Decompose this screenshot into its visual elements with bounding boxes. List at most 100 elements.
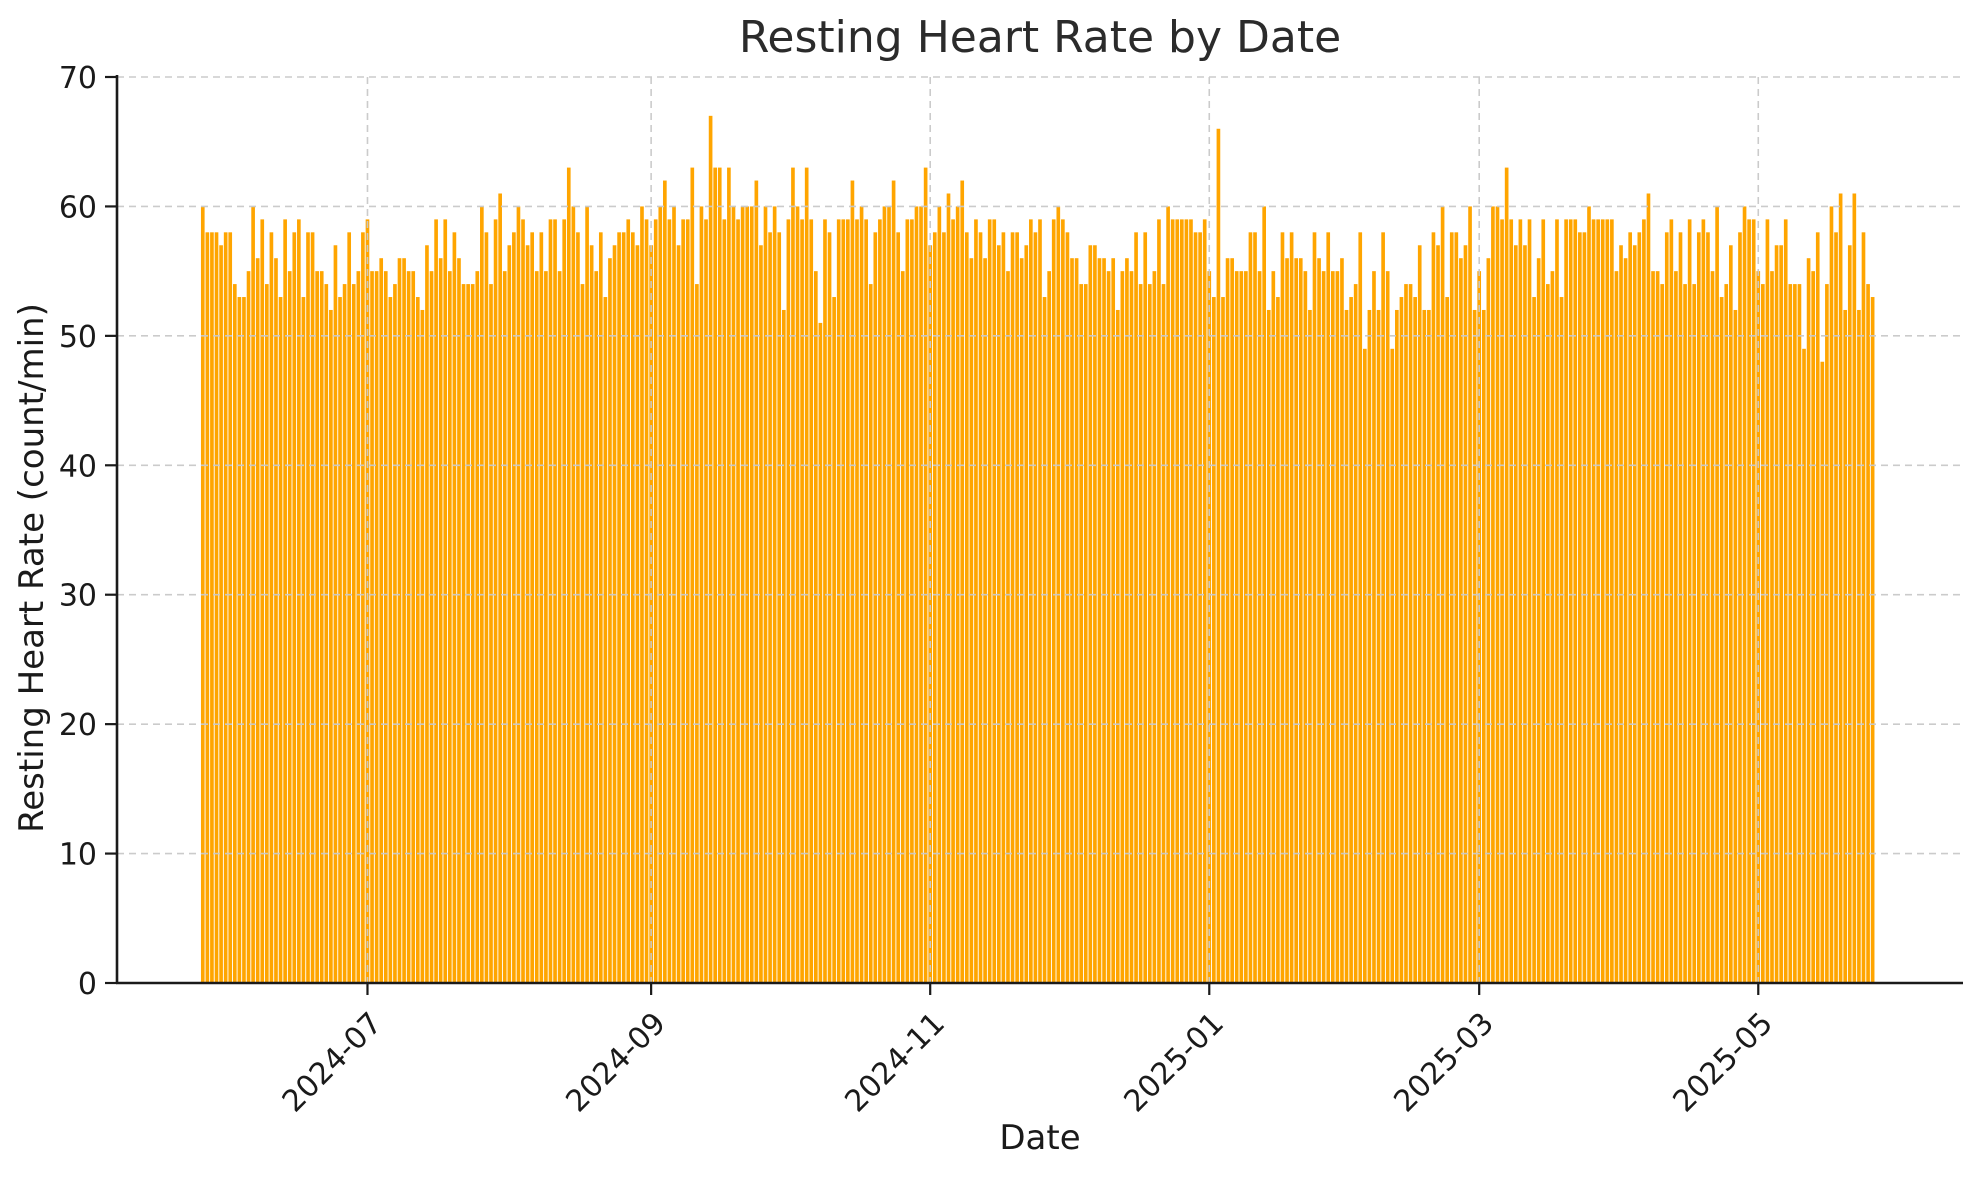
- bar: [900, 271, 905, 983]
- bar: [768, 232, 772, 983]
- bar: [402, 258, 406, 983]
- bar: [448, 271, 452, 983]
- bar: [992, 219, 997, 983]
- bar: [1001, 232, 1006, 983]
- bar: [1852, 193, 1857, 984]
- bar: [914, 206, 919, 983]
- bar: [1166, 206, 1170, 983]
- bar: [1202, 219, 1207, 983]
- bar: [1486, 258, 1491, 983]
- bar: [846, 219, 850, 983]
- bar: [1047, 271, 1051, 983]
- bar: [713, 167, 718, 984]
- bar: [896, 232, 901, 983]
- bar: [1244, 271, 1248, 983]
- bar: [1367, 309, 1372, 984]
- bar: [795, 206, 800, 983]
- bar: [626, 219, 631, 983]
- bar: [1632, 245, 1637, 983]
- bar: [946, 193, 951, 984]
- bar: [438, 258, 443, 983]
- bar: [562, 219, 567, 983]
- bar: [269, 232, 274, 983]
- bar: [434, 219, 438, 983]
- bar: [1536, 258, 1541, 983]
- bar: [525, 245, 530, 983]
- bar: [598, 232, 603, 983]
- bar: [1770, 271, 1774, 983]
- bar: [1184, 219, 1189, 983]
- bar: [635, 245, 640, 983]
- bar: [306, 232, 310, 983]
- bar: [1500, 219, 1504, 983]
- bar: [1431, 232, 1436, 983]
- bar: [1793, 284, 1797, 984]
- bar: [978, 232, 983, 983]
- bar: [1838, 193, 1843, 984]
- bar: [553, 219, 557, 983]
- bar: [1029, 219, 1033, 983]
- bar: [1015, 232, 1019, 983]
- x-tick-label: 2025-05: [1667, 1006, 1780, 1119]
- bar: [1591, 219, 1596, 983]
- bar: [951, 219, 955, 983]
- bar: [1678, 232, 1683, 983]
- bar: [1628, 232, 1632, 983]
- bar: [1655, 271, 1660, 983]
- bar: [864, 219, 868, 983]
- bar: [452, 232, 457, 983]
- bar: [759, 245, 763, 983]
- y-axis-label: Resting Heart Rate (count/min): [12, 303, 52, 833]
- bar: [383, 271, 388, 983]
- y-tick-label: 20: [59, 708, 97, 743]
- bar: [484, 232, 489, 983]
- bar: [1312, 232, 1317, 983]
- bar: [1756, 271, 1761, 983]
- bar: [466, 284, 470, 984]
- bar: [754, 180, 759, 984]
- bar: [1234, 271, 1239, 983]
- y-tick-label: 60: [59, 190, 97, 225]
- bar: [1326, 232, 1331, 983]
- bar: [1747, 219, 1751, 983]
- bar: [736, 219, 740, 983]
- bar: [1358, 232, 1363, 983]
- bar: [361, 232, 365, 983]
- bar: [1266, 309, 1271, 984]
- bar: [544, 271, 548, 983]
- bar: [640, 206, 644, 983]
- bar: [1198, 232, 1202, 983]
- bar: [493, 219, 498, 983]
- axes-spines: [115, 75, 1963, 985]
- bar: [397, 258, 402, 983]
- bar: [1550, 271, 1555, 983]
- bar: [406, 271, 411, 983]
- bar: [429, 271, 434, 983]
- bar: [1545, 284, 1550, 984]
- bar: [1674, 271, 1678, 983]
- bar: [1353, 284, 1358, 984]
- bar: [1468, 206, 1472, 983]
- bar: [1175, 219, 1180, 983]
- bar: [1262, 206, 1266, 983]
- bar: [228, 232, 233, 983]
- bar: [1555, 219, 1559, 983]
- bar: [1449, 232, 1454, 983]
- bar: [1532, 297, 1536, 983]
- gridlines: [117, 76, 1963, 983]
- bar: [219, 245, 223, 983]
- bar: [932, 232, 937, 983]
- bar: [942, 232, 946, 983]
- bar: [329, 309, 333, 984]
- bar: [631, 232, 635, 983]
- bar: [1061, 219, 1065, 983]
- bar: [1797, 284, 1802, 984]
- bar: [1147, 284, 1152, 984]
- bar: [1509, 219, 1514, 983]
- bar: [910, 219, 914, 983]
- bar: [1559, 297, 1564, 983]
- bar: [1481, 309, 1486, 984]
- bar: [1765, 219, 1770, 983]
- bar: [475, 271, 480, 983]
